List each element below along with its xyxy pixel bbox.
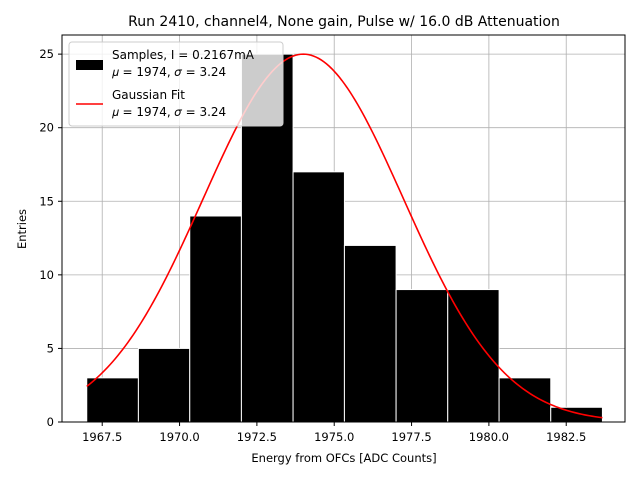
- y-tick-label: 25: [39, 47, 54, 61]
- chart-title: Run 2410, channel4, None gain, Pulse w/ …: [128, 14, 560, 30]
- x-tick-label: 1967.5: [82, 430, 122, 444]
- y-tick-label: 15: [39, 194, 54, 208]
- legend-samples-line1: Samples, I = 0.2167mA: [112, 48, 255, 62]
- x-axis-ticks: 1967.5 1970.0 1972.5 1975.0 1977.5 1980.0 1982…: [82, 422, 586, 444]
- x-tick-label: 1982.5: [546, 430, 586, 444]
- histogram-bar-8: [447, 289, 500, 423]
- y-axis-label: Entries: [15, 209, 29, 249]
- histogram-bar-6: [343, 244, 397, 423]
- histogram-bar-10: [550, 406, 603, 423]
- histogram-bar-1: [86, 377, 139, 423]
- legend-fit-line1: Gaussian Fit: [112, 88, 185, 102]
- y-tick-label: 0: [47, 415, 54, 429]
- legend-box: [68, 41, 284, 127]
- legend-samples-swatch: [76, 60, 103, 70]
- legend: Samples, I = 0.2167mA 𝜇 = 1974, 𝜎 = 3.24…: [68, 41, 284, 127]
- histogram-bar-5: [292, 171, 345, 423]
- fit-layer: [86, 53, 603, 419]
- legend-fit-line2: 𝜇 = 1974, 𝜎 = 3.24: [112, 105, 226, 119]
- y-tick-label: 10: [39, 268, 54, 282]
- x-tick-label: 1980.0: [469, 430, 509, 444]
- legend-samples-line2: 𝜇 = 1974, 𝜎 = 3.24: [112, 65, 226, 79]
- y-axis-ticks: 0 5 10 15 20 25: [39, 47, 62, 429]
- histogram-bar-2: [137, 347, 191, 423]
- histogram-bar-3: [189, 215, 242, 423]
- x-axis-label: Energy from OFCs [ADC Counts]: [251, 451, 436, 465]
- plot-frame: [61, 34, 626, 423]
- x-tick-label: 1972.5: [237, 430, 277, 444]
- y-tick-label: 5: [47, 341, 54, 355]
- x-tick-label: 1970.0: [159, 430, 199, 444]
- histogram-bar-9: [498, 377, 552, 423]
- x-tick-label: 1977.5: [391, 430, 431, 444]
- y-tick-label: 20: [39, 121, 54, 135]
- x-tick-label: 1975.0: [314, 430, 354, 444]
- histogram-bar-7: [395, 289, 449, 423]
- gaussian-fit-curve: [86, 53, 603, 419]
